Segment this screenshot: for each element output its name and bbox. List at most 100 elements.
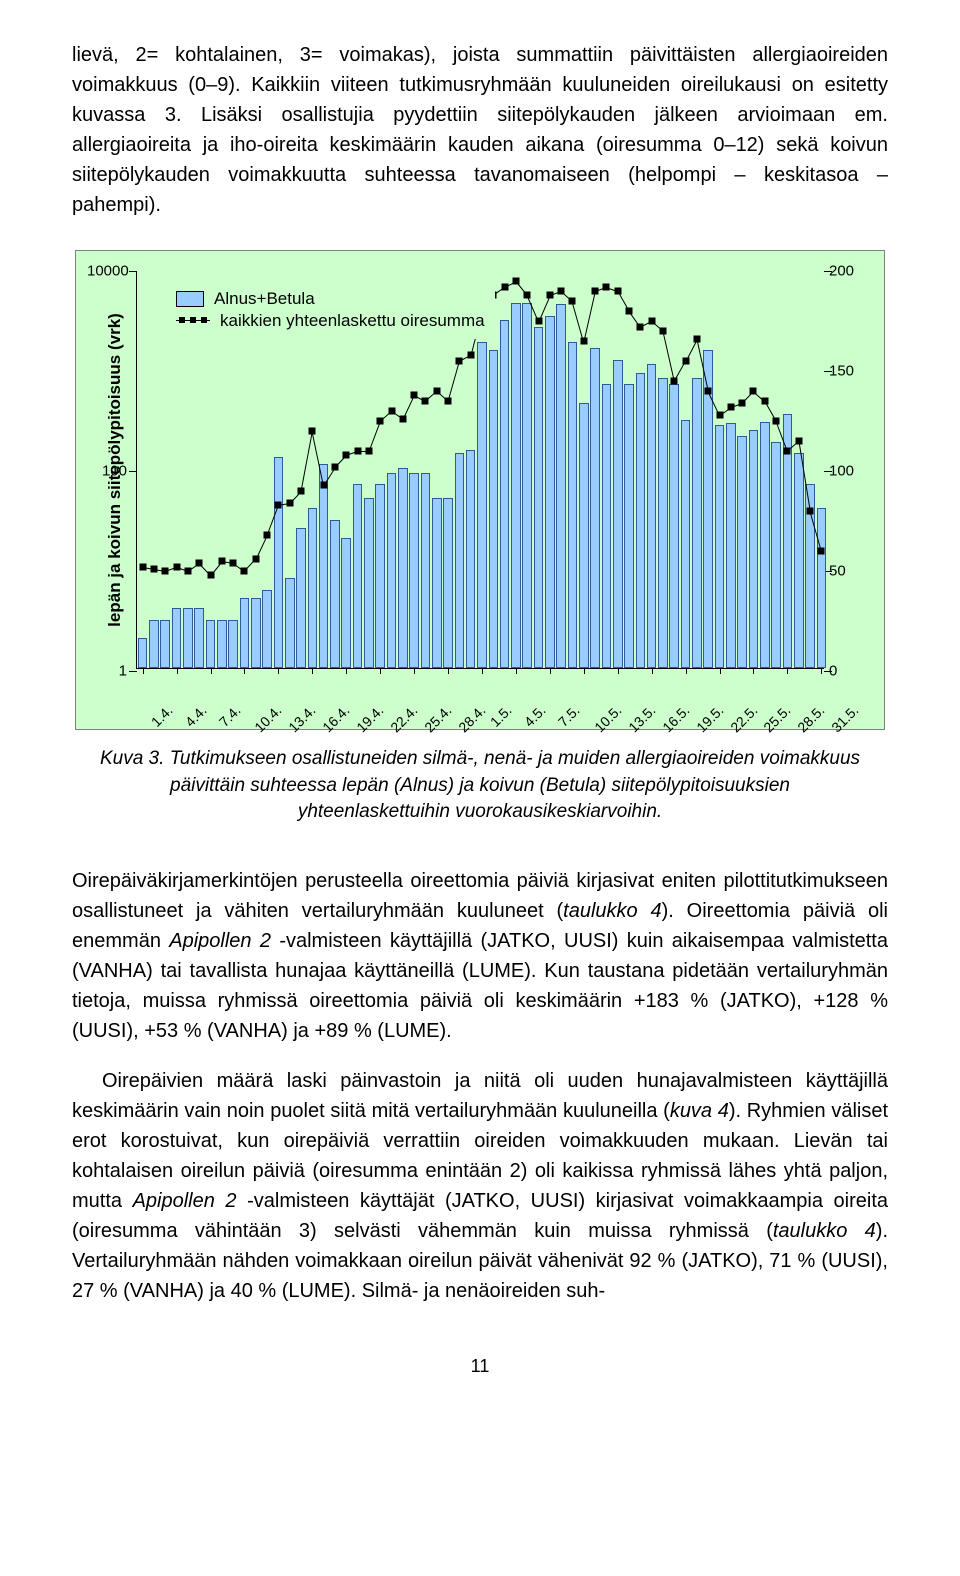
marker	[682, 358, 689, 365]
legend-swatch-bar	[176, 291, 204, 307]
bar	[443, 498, 453, 668]
bar	[636, 373, 646, 668]
x-tick-label: 16.5.	[659, 702, 692, 735]
x-tick	[380, 668, 381, 674]
bar	[387, 473, 397, 668]
y-right-tick-label: 150	[829, 363, 869, 380]
marker	[614, 288, 621, 295]
x-tick-label: 1.4.	[147, 702, 175, 730]
bar	[274, 457, 284, 668]
bar	[217, 620, 227, 668]
marker	[252, 556, 259, 563]
paragraph-2: Oirepäiväkirjamerkintöjen perusteella oi…	[72, 866, 888, 1306]
bar	[579, 403, 589, 668]
marker	[727, 404, 734, 411]
legend-label-line: kaikkien yhteenlaskettu oiresumma	[220, 311, 485, 331]
line-segment	[301, 431, 313, 491]
marker	[365, 448, 372, 455]
bar	[715, 425, 725, 668]
bar	[285, 578, 295, 668]
y-left-tick-label: 100	[87, 463, 127, 480]
bar	[409, 473, 419, 668]
x-tick-label: 28.4.	[455, 702, 488, 735]
marker	[807, 508, 814, 515]
bar	[489, 350, 499, 668]
legend-row-line: kaikkien yhteenlaskettu oiresumma	[176, 311, 485, 331]
marker	[501, 284, 508, 291]
caption-text: Tutkimukseen osallistuneiden silmä-, nen…	[170, 748, 860, 822]
x-tick-label: 7.4.	[215, 702, 243, 730]
bar	[455, 453, 465, 668]
marker	[207, 572, 214, 579]
bar	[624, 384, 634, 669]
bar	[500, 320, 510, 668]
x-tick	[821, 668, 822, 674]
bar	[771, 442, 781, 668]
x-tick-label: 10.5.	[591, 702, 624, 735]
line-segment	[583, 291, 595, 341]
x-tick-label: 28.5.	[795, 702, 828, 735]
marker	[445, 398, 452, 405]
figure-3: lepän ja koivun siitepölypitoisuus (vrk)…	[75, 250, 885, 826]
marker	[716, 412, 723, 419]
marker	[648, 318, 655, 325]
marker	[343, 452, 350, 459]
legend: Alnus+Betula kaikkien yhteenlaskettu oir…	[166, 281, 495, 339]
bar	[466, 450, 476, 668]
y-left-tick-label: 10000	[87, 263, 127, 280]
legend-label-bars: Alnus+Betula	[214, 289, 315, 309]
marker	[264, 532, 271, 539]
x-tick	[753, 668, 754, 674]
marker	[399, 416, 406, 423]
marker	[411, 392, 418, 399]
bar	[556, 304, 566, 668]
bar	[138, 638, 148, 668]
bar	[149, 620, 159, 668]
marker	[218, 558, 225, 565]
bar	[658, 378, 668, 668]
marker	[309, 428, 316, 435]
marker	[818, 548, 825, 555]
bar	[160, 620, 170, 668]
marker	[196, 560, 203, 567]
x-tick-label: 25.4.	[421, 702, 454, 735]
bar	[522, 303, 532, 668]
x-tick	[177, 668, 178, 674]
x-tick-label: 16.4.	[319, 702, 352, 735]
x-tick	[346, 668, 347, 674]
bar	[341, 538, 351, 668]
bar	[749, 430, 759, 668]
y-right-tick-label: 0	[829, 663, 869, 680]
marker	[524, 292, 531, 299]
p3-i1: kuva 4	[670, 1100, 729, 1122]
marker	[286, 500, 293, 507]
x-tick-label: 1.5.	[487, 702, 515, 730]
marker	[546, 292, 553, 299]
marker	[467, 352, 474, 359]
top-paragraph: lievä, 2= kohtalainen, 3= voimakas), joi…	[72, 40, 888, 220]
marker	[184, 568, 191, 575]
top-paragraph-text: lievä, 2= kohtalainen, 3= voimakas), joi…	[72, 44, 888, 216]
bar	[296, 528, 306, 668]
x-tick	[516, 668, 517, 674]
marker	[626, 308, 633, 315]
bar	[737, 436, 747, 668]
x-tick-label: 7.5.	[555, 702, 583, 730]
bar	[692, 378, 702, 668]
marker	[773, 418, 780, 425]
marker	[761, 398, 768, 405]
x-tick	[720, 668, 721, 674]
line-segment	[448, 361, 460, 401]
x-tick	[312, 668, 313, 674]
marker	[331, 464, 338, 471]
y-left-tick	[129, 471, 137, 472]
x-tick-label: 22.4.	[387, 702, 420, 735]
bar	[228, 620, 238, 668]
bar	[534, 327, 544, 668]
x-tick	[211, 668, 212, 674]
y-left-tick-label: 1	[87, 663, 127, 680]
figure-caption: Kuva 3. Tutkimukseen osallistuneiden sil…	[95, 746, 865, 826]
line-segment	[662, 331, 674, 381]
chart-box: lepän ja koivun siitepölypitoisuus (vrk)…	[75, 250, 885, 730]
x-tick	[652, 668, 653, 674]
